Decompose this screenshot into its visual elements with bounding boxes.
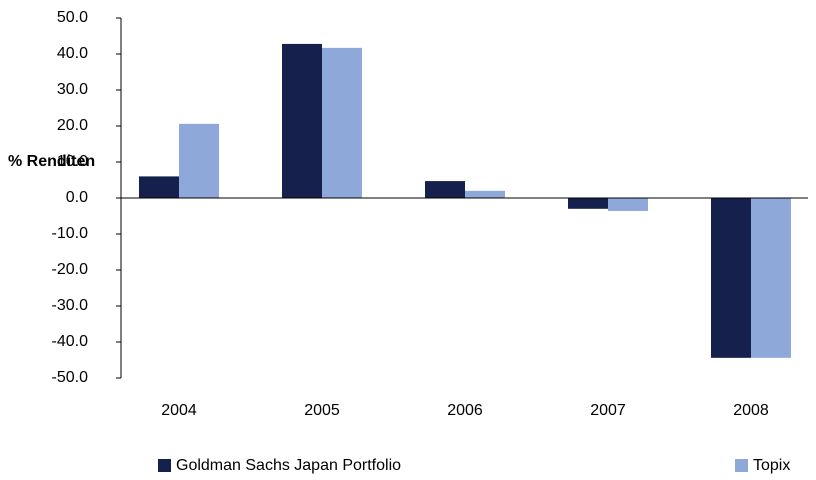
- bar: [465, 190, 505, 198]
- bar: [282, 43, 322, 198]
- y-tick-label: -20.0: [52, 261, 89, 278]
- bar: [179, 123, 219, 198]
- x-tick-label: 2008: [733, 402, 769, 419]
- y-tick-label: -40.0: [52, 333, 89, 350]
- y-tick-label: 30.0: [57, 81, 88, 98]
- x-tick-label: 2007: [590, 402, 626, 419]
- legend-swatch: [735, 459, 748, 472]
- y-axis-label: % Renditen: [8, 153, 95, 170]
- legend-swatch: [158, 459, 171, 472]
- bar: [139, 176, 179, 198]
- y-tick-label: 10.0: [57, 153, 88, 170]
- y-tick-label: 50.0: [57, 9, 88, 26]
- x-tick-label: 2004: [161, 402, 197, 419]
- x-tick-label: 2005: [304, 402, 340, 419]
- bar: [568, 198, 608, 209]
- y-tick-label: -50.0: [52, 369, 89, 386]
- bar: [711, 198, 751, 358]
- y-tick-label: -10.0: [52, 225, 89, 242]
- legend-label: Goldman Sachs Japan Portfolio: [176, 457, 401, 474]
- bar: [608, 198, 648, 211]
- y-tick-label: -30.0: [52, 297, 89, 314]
- bar: [322, 47, 362, 198]
- bar: [751, 198, 791, 358]
- y-tick-label: 40.0: [57, 45, 88, 62]
- legend-label: Topix: [753, 457, 790, 474]
- bar: [425, 181, 465, 198]
- x-tick-label: 2006: [447, 402, 483, 419]
- y-tick-label: 0.0: [66, 189, 88, 206]
- y-tick-label: 20.0: [57, 117, 88, 134]
